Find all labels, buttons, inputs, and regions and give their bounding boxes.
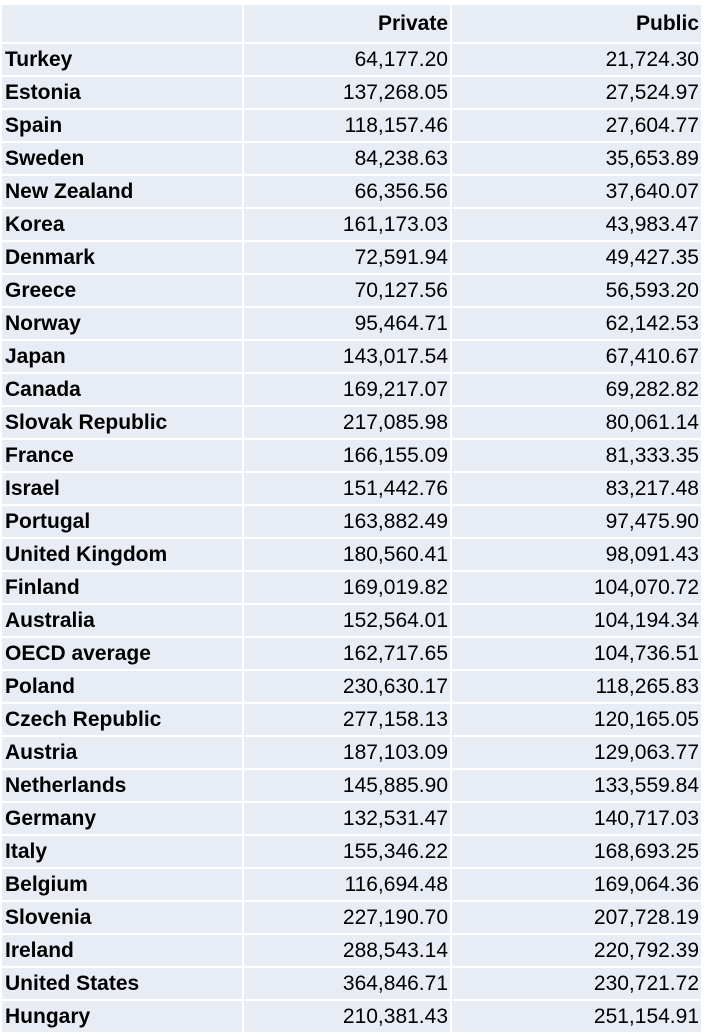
private-value-cell: 163,882.49 <box>244 506 450 537</box>
country-cell: France <box>2 440 242 471</box>
public-value-cell: 129,063.77 <box>452 737 701 768</box>
public-value-cell: 83,217.48 <box>452 473 701 504</box>
private-value-cell: 64,177.20 <box>244 44 450 75</box>
private-value-cell: 161,173.03 <box>244 209 450 240</box>
public-value-cell: 104,194.34 <box>452 605 701 636</box>
public-value-cell: 133,559.84 <box>452 770 701 801</box>
public-value-cell: 37,640.07 <box>452 176 701 207</box>
public-value-cell: 207,728.19 <box>452 902 701 933</box>
private-value-cell: 162,717.65 <box>244 638 450 669</box>
private-value-cell: 364,846.71 <box>244 968 450 999</box>
public-value-cell: 220,792.39 <box>452 935 701 966</box>
private-value-cell: 152,564.01 <box>244 605 450 636</box>
country-cell: Netherlands <box>2 770 242 801</box>
public-value-cell: 251,154.91 <box>452 1001 701 1032</box>
private-value-cell: 72,591.94 <box>244 242 450 273</box>
country-cell: United States <box>2 968 242 999</box>
public-value-cell: 97,475.90 <box>452 506 701 537</box>
public-value-cell: 69,282.82 <box>452 374 701 405</box>
header-cell-private: Private <box>244 5 450 42</box>
public-value-cell: 104,070.72 <box>452 572 701 603</box>
private-value-cell: 169,217.07 <box>244 374 450 405</box>
private-value-cell: 155,346.22 <box>244 836 450 867</box>
country-cell: Australia <box>2 605 242 636</box>
country-cell: OECD average <box>2 638 242 669</box>
data-table: Private Public Turkey 64,177.20 21,724.30 E… <box>2 5 701 1034</box>
country-cell: Spain <box>2 110 242 141</box>
country-cell: Slovak Republic <box>2 407 242 438</box>
private-value-cell: 230,630.17 <box>244 671 450 702</box>
country-cell: Poland <box>2 671 242 702</box>
private-value-cell: 288,543.14 <box>244 935 450 966</box>
country-cell: Sweden <box>2 143 242 174</box>
country-cell: Greece <box>2 275 242 306</box>
country-cell: Denmark <box>2 242 242 273</box>
public-value-cell: 49,427.35 <box>452 242 701 273</box>
private-value-cell: 70,127.56 <box>244 275 450 306</box>
public-value-cell: 43,983.47 <box>452 209 701 240</box>
public-value-cell: 169,064.36 <box>452 869 701 900</box>
country-cell: Austria <box>2 737 242 768</box>
private-value-cell: 143,017.54 <box>244 341 450 372</box>
public-value-cell: 67,410.67 <box>452 341 701 372</box>
private-value-cell: 187,103.09 <box>244 737 450 768</box>
public-value-cell: 62,142.53 <box>452 308 701 339</box>
private-value-cell: 145,885.90 <box>244 770 450 801</box>
private-value-cell: 84,238.63 <box>244 143 450 174</box>
country-cell: Israel <box>2 473 242 504</box>
public-value-cell: 56,593.20 <box>452 275 701 306</box>
private-value-cell: 66,356.56 <box>244 176 450 207</box>
country-cell: Portugal <box>2 506 242 537</box>
country-cell: Germany <box>2 803 242 834</box>
country-cell: Korea <box>2 209 242 240</box>
private-value-cell: 151,442.76 <box>244 473 450 504</box>
country-cell: United Kingdom <box>2 539 242 570</box>
public-value-cell: 21,724.30 <box>452 44 701 75</box>
country-cell: Slovenia <box>2 902 242 933</box>
country-cell: Ireland <box>2 935 242 966</box>
public-value-cell: 81,333.35 <box>452 440 701 471</box>
public-value-cell: 80,061.14 <box>452 407 701 438</box>
private-value-cell: 166,155.09 <box>244 440 450 471</box>
public-value-cell: 120,165.05 <box>452 704 701 735</box>
public-value-cell: 118,265.83 <box>452 671 701 702</box>
header-cell-public: Public <box>452 5 701 42</box>
private-value-cell: 132,531.47 <box>244 803 450 834</box>
private-value-cell: 210,381.43 <box>244 1001 450 1032</box>
private-value-cell: 116,694.48 <box>244 869 450 900</box>
country-cell: Hungary <box>2 1001 242 1032</box>
public-value-cell: 27,604.77 <box>452 110 701 141</box>
private-value-cell: 137,268.05 <box>244 77 450 108</box>
public-value-cell: 168,693.25 <box>452 836 701 867</box>
public-value-cell: 35,653.89 <box>452 143 701 174</box>
private-value-cell: 227,190.70 <box>244 902 450 933</box>
private-value-cell: 180,560.41 <box>244 539 450 570</box>
country-cell: New Zealand <box>2 176 242 207</box>
country-cell: Czech Republic <box>2 704 242 735</box>
private-value-cell: 169,019.82 <box>244 572 450 603</box>
public-value-cell: 104,736.51 <box>452 638 701 669</box>
country-cell: Norway <box>2 308 242 339</box>
country-cell: Finland <box>2 572 242 603</box>
country-cell: Italy <box>2 836 242 867</box>
country-cell: Japan <box>2 341 242 372</box>
public-value-cell: 140,717.03 <box>452 803 701 834</box>
private-value-cell: 95,464.71 <box>244 308 450 339</box>
header-cell-country <box>2 5 242 42</box>
country-cell: Canada <box>2 374 242 405</box>
private-value-cell: 277,158.13 <box>244 704 450 735</box>
public-value-cell: 98,091.43 <box>452 539 701 570</box>
public-value-cell: 27,524.97 <box>452 77 701 108</box>
country-cell: Estonia <box>2 77 242 108</box>
country-cell: Turkey <box>2 44 242 75</box>
country-cell: Belgium <box>2 869 242 900</box>
private-value-cell: 217,085.98 <box>244 407 450 438</box>
public-value-cell: 230,721.72 <box>452 968 701 999</box>
private-value-cell: 118,157.46 <box>244 110 450 141</box>
